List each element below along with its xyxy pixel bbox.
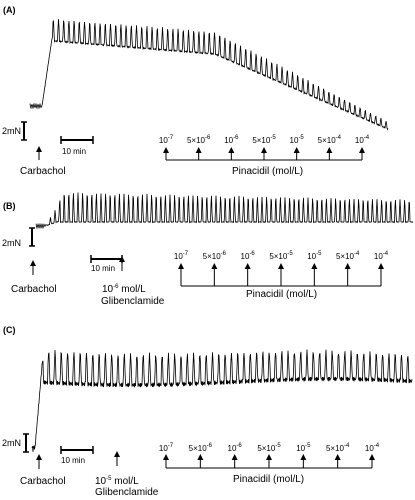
panel-b-carbachol-label: Carbachol — [11, 284, 57, 295]
dose-arrow-head — [369, 454, 375, 460]
dose-arrow-head — [334, 454, 341, 460]
dose-label: 5×10-6 — [203, 251, 227, 261]
dose-label: 5×10-5 — [257, 443, 281, 453]
dose-label: 5×10-5 — [252, 135, 276, 145]
panel-b-force-scale-bar — [29, 227, 35, 247]
dose-label: 10-5 — [296, 443, 311, 453]
panel-c-label: (C) — [3, 325, 16, 335]
dose-arrow-head — [231, 454, 238, 460]
panel-b-force-scale-label: 2mN — [2, 238, 21, 248]
panel-c-figure: (C) 2mN 10 min Carbachol 10-5 mol/L Glib… — [2, 325, 413, 498]
dose-label: 5×10-4 — [336, 251, 360, 261]
panel-c-dose-bracket: 10-7 5×10-6 10-6 5×10-5 10-5 5×10-4 10-4 — [159, 443, 380, 469]
dose-arrow-head — [244, 263, 251, 269]
panel-a-time-scale-bar — [60, 136, 94, 144]
dose-label: 10-4 — [355, 135, 370, 145]
panel-c-glibenclamide-arrow — [114, 451, 120, 466]
panel-c-force-scale-bar — [23, 433, 29, 453]
dose-arrow-head — [311, 263, 318, 269]
dose-label: 10-4 — [365, 443, 380, 453]
dose-label: 10-7 — [159, 443, 174, 453]
panel-a-drug-label: Pinacidil (mol/L) — [232, 166, 303, 177]
dose-arrow-head — [211, 263, 218, 269]
dose-arrow-head — [163, 454, 169, 460]
dose-arrow-head — [378, 263, 384, 269]
dose-label: 10-4 — [374, 251, 389, 261]
panel-b-label: (B) — [3, 201, 16, 211]
panel-c-time-scale-label: 10 min — [61, 456, 85, 465]
panel-c-glibenclamide-conc: 10-5 mol/L — [95, 476, 139, 487]
dose-label: 5×10-4 — [326, 443, 350, 453]
panel-a-dose-bracket: 10-7 5×10-6 10-6 5×10-5 10-5 5×10-4 10-4 — [159, 135, 370, 161]
panel-b-time-scale-label: 10 min — [91, 264, 115, 273]
dose-label: 5×10-4 — [318, 135, 342, 145]
panel-c-time-scale-bar — [60, 446, 94, 454]
panel-b-dose-bracket: 10-7 5×10-6 10-6 5×10-5 10-5 5×10-4 10-4 — [174, 251, 389, 287]
panel-c-force-scale-label: 2mN — [2, 438, 21, 448]
dose-arrow-head — [178, 263, 184, 269]
panel-b-glibenclamide-conc: 10-6 mol/L — [102, 284, 146, 295]
panel-c: (C) 2mN 10 min Carbachol 10-5 mol/L Glib… — [0, 320, 415, 500]
panel-c-carbachol-label: Carbachol — [20, 476, 66, 487]
dose-label: 10-7 — [174, 251, 189, 261]
panel-a-trace — [29, 19, 389, 131]
dose-arrow-head — [293, 147, 300, 153]
panel-b-trace — [35, 192, 414, 230]
dose-label: 10-6 — [241, 251, 256, 261]
dose-arrow-head — [326, 147, 333, 153]
panel-c-drug-label: Pinacidil (mol/L) — [233, 474, 304, 485]
dose-arrow-head — [228, 147, 235, 153]
dose-label: 10-6 — [228, 443, 243, 453]
panel-a-carbachol-label: Carbachol — [20, 166, 66, 177]
dose-label: 10-6 — [224, 135, 239, 145]
dose-arrow-head — [163, 147, 169, 153]
dose-arrow-head — [197, 454, 204, 460]
panel-b-time-scale-bar — [90, 255, 123, 263]
dose-arrow-head — [278, 263, 284, 269]
panel-a-figure: (A) 2mN 10 min Carbachol 10-7 5×10-6 10-6 5… — [2, 5, 389, 177]
panel-a-time-scale-label: 10 min — [62, 147, 86, 156]
panel-a-force-scale-bar — [21, 121, 27, 141]
panel-b-glibenclamide-label: Glibenclamide — [101, 296, 165, 307]
dose-label: 5×10-6 — [189, 443, 213, 453]
dose-label: 5×10-5 — [269, 251, 293, 261]
dose-arrow-head — [261, 147, 267, 153]
dose-arrow-head — [266, 454, 272, 460]
panel-b-glibenclamide-arrow — [119, 256, 125, 271]
panel-a-label: (A) — [3, 5, 16, 15]
dose-arrow-head — [195, 147, 202, 153]
dose-arrow-head — [344, 263, 351, 269]
panel-a: (A) 2mN 10 min Carbachol 10-7 5×10-6 10-6 5… — [0, 0, 415, 177]
panel-c-trace — [31, 349, 413, 452]
dose-label: 10-5 — [307, 251, 322, 261]
panel-b: (B) 2mN 10 min Carbachol 10-6 mol/L Glib… — [0, 192, 415, 331]
panel-b-figure: (B) 2mN 10 min Carbachol 10-6 mol/L Glib… — [2, 192, 414, 307]
dose-arrow-head — [359, 147, 365, 153]
dose-label: 10-7 — [159, 135, 174, 145]
panel-a-force-scale-label: 2mN — [2, 126, 21, 136]
dose-arrow-head — [300, 454, 307, 460]
dose-label: 10-5 — [290, 135, 305, 145]
panel-b-carbachol-arrow — [30, 260, 36, 275]
panel-c-carbachol-arrow — [36, 454, 42, 469]
dose-label: 5×10-6 — [187, 135, 211, 145]
panel-c-glibenclamide-label: Glibenclamide — [95, 487, 159, 498]
panel-b-drug-label: Pinacidil (mol/L) — [246, 289, 317, 300]
panel-a-carbachol-arrow — [36, 146, 42, 160]
